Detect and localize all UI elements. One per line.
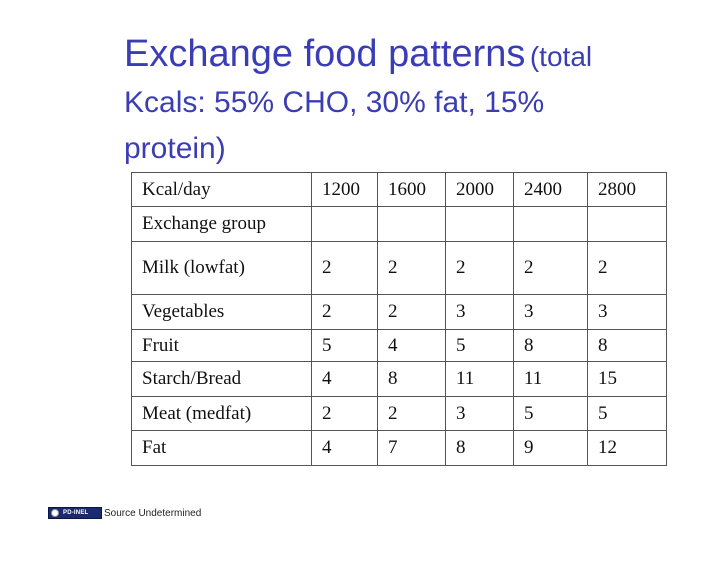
title-main: Exchange food patterns xyxy=(124,33,526,75)
table-cell xyxy=(513,206,588,242)
table-cell xyxy=(587,206,667,242)
table-cell: 8 xyxy=(377,361,446,397)
slide-title: Exchange food patterns (total Kcals: 55%… xyxy=(124,34,684,174)
table-row: Fat 4 7 8 9 12 xyxy=(131,430,667,466)
table-cell: 12 xyxy=(587,430,667,466)
table-cell xyxy=(311,206,378,242)
table-cell: 4 xyxy=(377,329,446,362)
table-cell: 5 xyxy=(587,396,667,431)
table-cell: 3 xyxy=(445,294,514,330)
public-domain-icon xyxy=(51,509,59,517)
table-row: Fruit 5 4 5 8 8 xyxy=(131,329,667,362)
table-cell: 2800 xyxy=(587,172,667,207)
row-label: Fat xyxy=(131,430,312,466)
table-cell: 2 xyxy=(445,241,514,295)
table-cell: 11 xyxy=(513,361,588,397)
title-paren: (total xyxy=(529,41,593,72)
row-label: Milk (lowfat) xyxy=(131,241,312,295)
table-row: Exchange group xyxy=(131,206,667,242)
title-line2: Kcals: 55% CHO, 30% fat, 15% xyxy=(124,86,545,119)
row-label: Kcal/day xyxy=(131,172,312,207)
table-cell: 2 xyxy=(377,294,446,330)
row-label: Fruit xyxy=(131,329,312,362)
table-cell: 8 xyxy=(513,329,588,362)
table-cell: 7 xyxy=(377,430,446,466)
row-label: Starch/Bread xyxy=(131,361,312,397)
table-cell: 2 xyxy=(311,396,378,431)
table-cell: 2400 xyxy=(513,172,588,207)
table-cell: 2 xyxy=(311,241,378,295)
license-badge: PD-INEL xyxy=(48,507,102,519)
table-cell: 1200 xyxy=(311,172,378,207)
table-cell: 3 xyxy=(445,396,514,431)
table-cell: 2 xyxy=(587,241,667,295)
table-cell: 15 xyxy=(587,361,667,397)
table-cell: 3 xyxy=(513,294,588,330)
table-cell: 2 xyxy=(311,294,378,330)
table-cell: 5 xyxy=(445,329,514,362)
table-row: Vegetables 2 2 3 3 3 xyxy=(131,294,667,330)
table-cell xyxy=(445,206,514,242)
table-cell: 8 xyxy=(445,430,514,466)
table-cell: 4 xyxy=(311,430,378,466)
table-row: Kcal/day 1200 1600 2000 2400 2800 xyxy=(131,172,667,207)
table-cell: 2000 xyxy=(445,172,514,207)
table-cell: 2 xyxy=(377,241,446,295)
table-cell: 1600 xyxy=(377,172,446,207)
table-cell xyxy=(377,206,446,242)
row-label: Exchange group xyxy=(131,206,312,242)
row-label: Meat (medfat) xyxy=(131,396,312,431)
table-row: Starch/Bread 4 8 11 11 15 xyxy=(131,361,667,397)
badge-label: PD-INEL xyxy=(63,510,89,516)
row-label: Vegetables xyxy=(131,294,312,330)
table-row: Milk (lowfat) 2 2 2 2 2 xyxy=(131,241,667,295)
table-cell: 2 xyxy=(513,241,588,295)
exchange-table: Kcal/day 1200 1600 2000 2400 2800 Exchan… xyxy=(131,172,667,466)
table-cell: 11 xyxy=(445,361,514,397)
table-cell: 9 xyxy=(513,430,588,466)
table-cell: 8 xyxy=(587,329,667,362)
table-row: Meat (medfat) 2 2 3 5 5 xyxy=(131,396,667,431)
table-cell: 5 xyxy=(513,396,588,431)
table-cell: 5 xyxy=(311,329,378,362)
table-cell: 2 xyxy=(377,396,446,431)
table-cell: 4 xyxy=(311,361,378,397)
source-credit: PD-INEL Source Undetermined xyxy=(48,507,201,519)
title-line3: protein) xyxy=(124,132,226,165)
table-cell: 3 xyxy=(587,294,667,330)
source-text: Source Undetermined xyxy=(104,507,202,519)
